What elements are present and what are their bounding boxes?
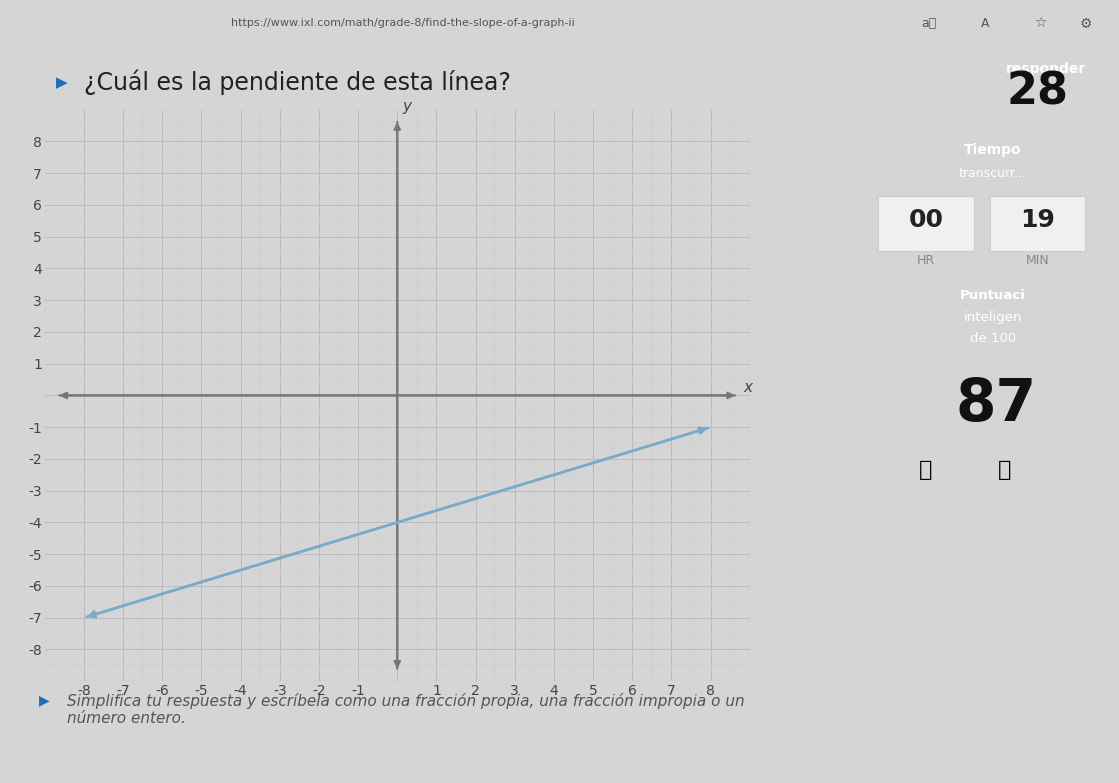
Text: 19: 19 — [1021, 208, 1055, 233]
Text: 🥈: 🥈 — [920, 460, 932, 480]
Text: inteligen: inteligen — [963, 311, 1023, 323]
Text: ☆: ☆ — [1034, 16, 1047, 31]
Text: Tiempo: Tiempo — [965, 143, 1022, 157]
Text: ▶️: ▶️ — [39, 693, 49, 707]
Text: ▶️: ▶️ — [56, 74, 68, 90]
Text: ¿Cuál es la pendiente de esta línea?: ¿Cuál es la pendiente de esta línea? — [84, 70, 510, 95]
Text: 87: 87 — [956, 376, 1036, 433]
Text: 28: 28 — [1007, 70, 1069, 114]
Text: x: x — [744, 380, 753, 395]
Text: https://www.ixl.com/math/grade-8/find-the-slope-of-a-graph-ii: https://www.ixl.com/math/grade-8/find-th… — [231, 19, 575, 28]
Text: 🥇: 🥇 — [998, 460, 1010, 480]
Text: 00: 00 — [909, 208, 943, 233]
Text: responder: responder — [1006, 62, 1087, 75]
Text: Puntuaci: Puntuaci — [960, 290, 1026, 302]
Text: de 100: de 100 — [970, 332, 1016, 345]
Text: MIN: MIN — [1025, 254, 1050, 268]
Text: HR: HR — [916, 254, 934, 268]
Text: transcurr...: transcurr... — [959, 167, 1027, 180]
Text: ⚙: ⚙ — [1079, 16, 1092, 31]
Text: Simplifica tu respuesta y escríbela como una fracción propia, una fracción impro: Simplifica tu respuesta y escríbela como… — [67, 693, 745, 727]
Text: y: y — [403, 99, 412, 114]
Text: A: A — [980, 17, 989, 30]
Text: aあ: aあ — [921, 17, 937, 30]
